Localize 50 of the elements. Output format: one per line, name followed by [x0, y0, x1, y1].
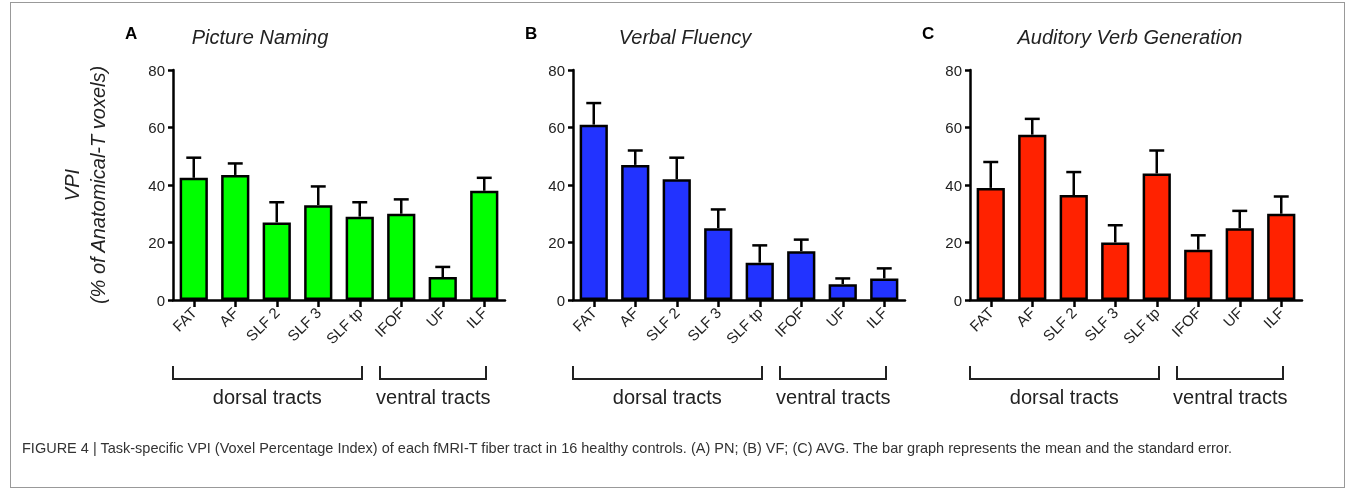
x-tick-label: AF — [215, 303, 242, 330]
x-tick-label: AF — [1012, 303, 1039, 330]
x-tick-label: FAT — [169, 303, 200, 335]
text: ventral tracts — [776, 386, 891, 409]
y-tick-label: 60 — [945, 119, 962, 136]
x-tick-label: SLF 3 — [1080, 303, 1122, 345]
x-tick-label: SLF 2 — [242, 303, 283, 345]
chart-title: Picture Naming — [191, 26, 329, 48]
x-tick-label: ILF — [462, 303, 491, 332]
y-tick-label: 0 — [156, 291, 165, 309]
text: B — [525, 24, 538, 44]
x-tick-label: FAT — [966, 303, 997, 335]
text: dorsal tracts — [612, 386, 722, 409]
x-tick-label: ILF — [862, 303, 891, 332]
y-tick-label: 80 — [548, 61, 565, 79]
x-tick-label: ILF — [1259, 303, 1288, 332]
y-tick-label: 20 — [548, 234, 565, 251]
text: A — [125, 24, 138, 44]
text: ventral tracts — [1173, 386, 1288, 409]
x-tick-label: UF — [822, 303, 849, 331]
y-tick-label: 20 — [945, 234, 962, 251]
y-tick-label: 80 — [148, 61, 165, 79]
x-tick-label: SLF tp — [1119, 303, 1163, 348]
y-axis-title: VPI (% of Anatomical-T voxels) — [61, 65, 109, 305]
caption: FIGURE 4 | Task-specific VPI (Voxel Percentage Index) of each fMRI-T fiber tract in 16 healthy controls. (A) PN; (B) VF; (C) AVG. The bar graph represents the mean and the standard error. — [22, 439, 1233, 458]
text: dorsal tracts — [1009, 386, 1119, 409]
text: ventral tracts — [376, 386, 491, 409]
y-tick-label: 40 — [148, 176, 165, 194]
x-tick-label: AF — [615, 303, 642, 330]
x-tick-label: SLF 3 — [283, 303, 325, 345]
y-tick-label: 40 — [945, 176, 962, 194]
y-tick-label: 40 — [548, 176, 565, 194]
x-tick-label: SLF 3 — [683, 303, 725, 345]
y-tick-label: 60 — [548, 119, 565, 136]
text: dorsal tracts — [212, 386, 322, 409]
y-tick-label: 0 — [953, 291, 962, 309]
x-tick-label: UF — [1219, 303, 1246, 331]
y-tick-label: 0 — [556, 291, 565, 309]
x-tick-label: FAT — [569, 303, 600, 335]
chart-title: Auditory Verb Generation — [1016, 26, 1243, 48]
x-tick-label: SLF 2 — [642, 303, 683, 345]
x-tick-label: SLF tp — [322, 303, 366, 348]
x-tick-label: SLF 2 — [1039, 303, 1080, 345]
x-tick-label: SLF tp — [722, 303, 766, 348]
y-tick-label: 20 — [148, 234, 165, 251]
y-tick-label: 60 — [148, 119, 165, 136]
x-tick-label: UF — [422, 303, 449, 331]
y-tick-label: 80 — [945, 61, 962, 79]
chart-title: Verbal Fluency — [618, 26, 753, 48]
text: C — [922, 24, 935, 44]
